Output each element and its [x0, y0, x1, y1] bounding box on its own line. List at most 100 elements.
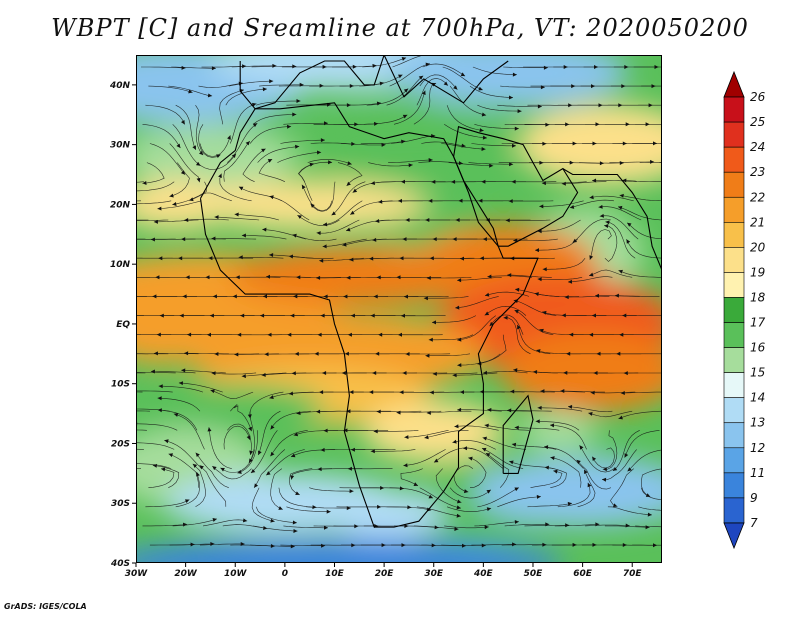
colorbar-top-arrow	[723, 70, 745, 98]
streamline-arrow	[278, 506, 283, 510]
streamline-arrow	[295, 144, 300, 149]
streamline-arrow	[513, 368, 518, 373]
streamline-arrow	[296, 99, 301, 104]
streamline	[280, 544, 326, 546]
streamline-arrow	[487, 407, 492, 412]
streamline	[635, 525, 662, 528]
streamline	[269, 196, 310, 221]
map-panel	[136, 55, 662, 563]
streamline-arrow	[196, 177, 201, 183]
streamline-arrow	[482, 436, 487, 441]
streamline-arrow	[378, 332, 383, 337]
streamline-arrow	[293, 294, 298, 299]
streamline-arrow	[602, 477, 607, 482]
streamline	[557, 482, 591, 508]
streamline	[560, 390, 605, 393]
streamline-arrow	[218, 173, 222, 179]
streamline-arrow	[568, 404, 573, 409]
streamline-arrow	[545, 122, 550, 127]
streamline	[517, 324, 551, 355]
streamline	[297, 214, 340, 226]
streamline-arrow	[572, 238, 578, 243]
streamline-arrow	[220, 467, 225, 472]
streamline-arrow	[316, 275, 321, 280]
streamline-arrow	[625, 523, 630, 528]
streamline	[141, 66, 186, 69]
streamline	[248, 411, 255, 463]
streamline-arrow	[343, 294, 348, 299]
streamline	[253, 449, 286, 488]
streamline-arrow	[489, 321, 494, 327]
streamline-arrow	[402, 114, 408, 119]
streamline-arrow	[156, 332, 161, 337]
streamline-arrow	[589, 195, 594, 200]
streamline-arrow	[590, 390, 595, 395]
streamline-arrow	[426, 276, 431, 280]
streamline	[280, 139, 325, 144]
streamline-arrow	[153, 351, 158, 356]
streamline-arrow	[296, 411, 301, 416]
streamline-arrow	[314, 351, 319, 356]
streamline-arrow	[376, 275, 381, 280]
streamline-arrow	[651, 84, 656, 89]
streamline-arrow	[252, 123, 258, 128]
streamline	[591, 447, 615, 469]
streamline-arrow	[396, 275, 401, 280]
streamline-arrow	[398, 198, 403, 203]
streamline	[468, 162, 514, 165]
streamline-arrow	[537, 229, 542, 234]
streamline-arrow	[189, 197, 194, 202]
streamline-arrow	[401, 139, 406, 144]
streamline-arrow	[619, 160, 624, 165]
streamline-arrow	[373, 121, 379, 126]
lon-label-70e: 70E	[623, 569, 643, 579]
streamline	[627, 449, 662, 472]
colorbar-swatch	[723, 96, 745, 123]
streamline	[249, 391, 284, 419]
lon-label-10w: 10W	[224, 569, 248, 579]
streamline	[171, 66, 216, 69]
streamline-arrow	[618, 103, 623, 108]
streamline	[227, 123, 258, 163]
streamline-arrow	[182, 294, 187, 299]
streamline-arrow	[517, 324, 521, 330]
streamline-arrow	[293, 528, 298, 533]
streamline-arrow	[453, 85, 458, 90]
streamline	[418, 161, 463, 164]
streamline-arrow	[507, 273, 512, 278]
streamline-arrow	[535, 248, 540, 253]
streamline	[426, 410, 472, 414]
streamline	[319, 257, 364, 262]
streamline	[469, 85, 514, 98]
streamline-arrow	[484, 311, 490, 316]
streamline-arrow	[602, 467, 607, 472]
streamline	[164, 440, 202, 469]
streamline-arrow	[405, 217, 410, 222]
streamline-arrow	[618, 269, 623, 274]
streamline	[599, 215, 639, 240]
streamline	[288, 255, 334, 259]
streamline	[310, 181, 336, 212]
streamline	[576, 459, 611, 490]
streamline	[446, 105, 484, 131]
streamline-arrow	[627, 222, 632, 227]
streamline-arrow	[514, 487, 519, 492]
streamline	[588, 410, 633, 418]
streamline-arrow	[172, 201, 177, 206]
streamline	[419, 487, 461, 509]
streamline-arrow	[272, 63, 277, 68]
streamline	[388, 159, 433, 163]
streamline	[619, 194, 662, 202]
streamline-arrow	[263, 526, 268, 530]
lon-label-0: 0	[282, 569, 288, 579]
streamline-arrow	[454, 424, 459, 429]
streamline-arrow	[479, 256, 484, 261]
streamline	[337, 162, 363, 187]
streamline-arrow	[322, 64, 327, 69]
streamline-arrow	[343, 428, 348, 433]
streamline-arrow	[342, 242, 347, 247]
streamline-arrow	[290, 313, 295, 318]
streamline	[195, 105, 204, 156]
streamline-arrow	[461, 543, 466, 548]
